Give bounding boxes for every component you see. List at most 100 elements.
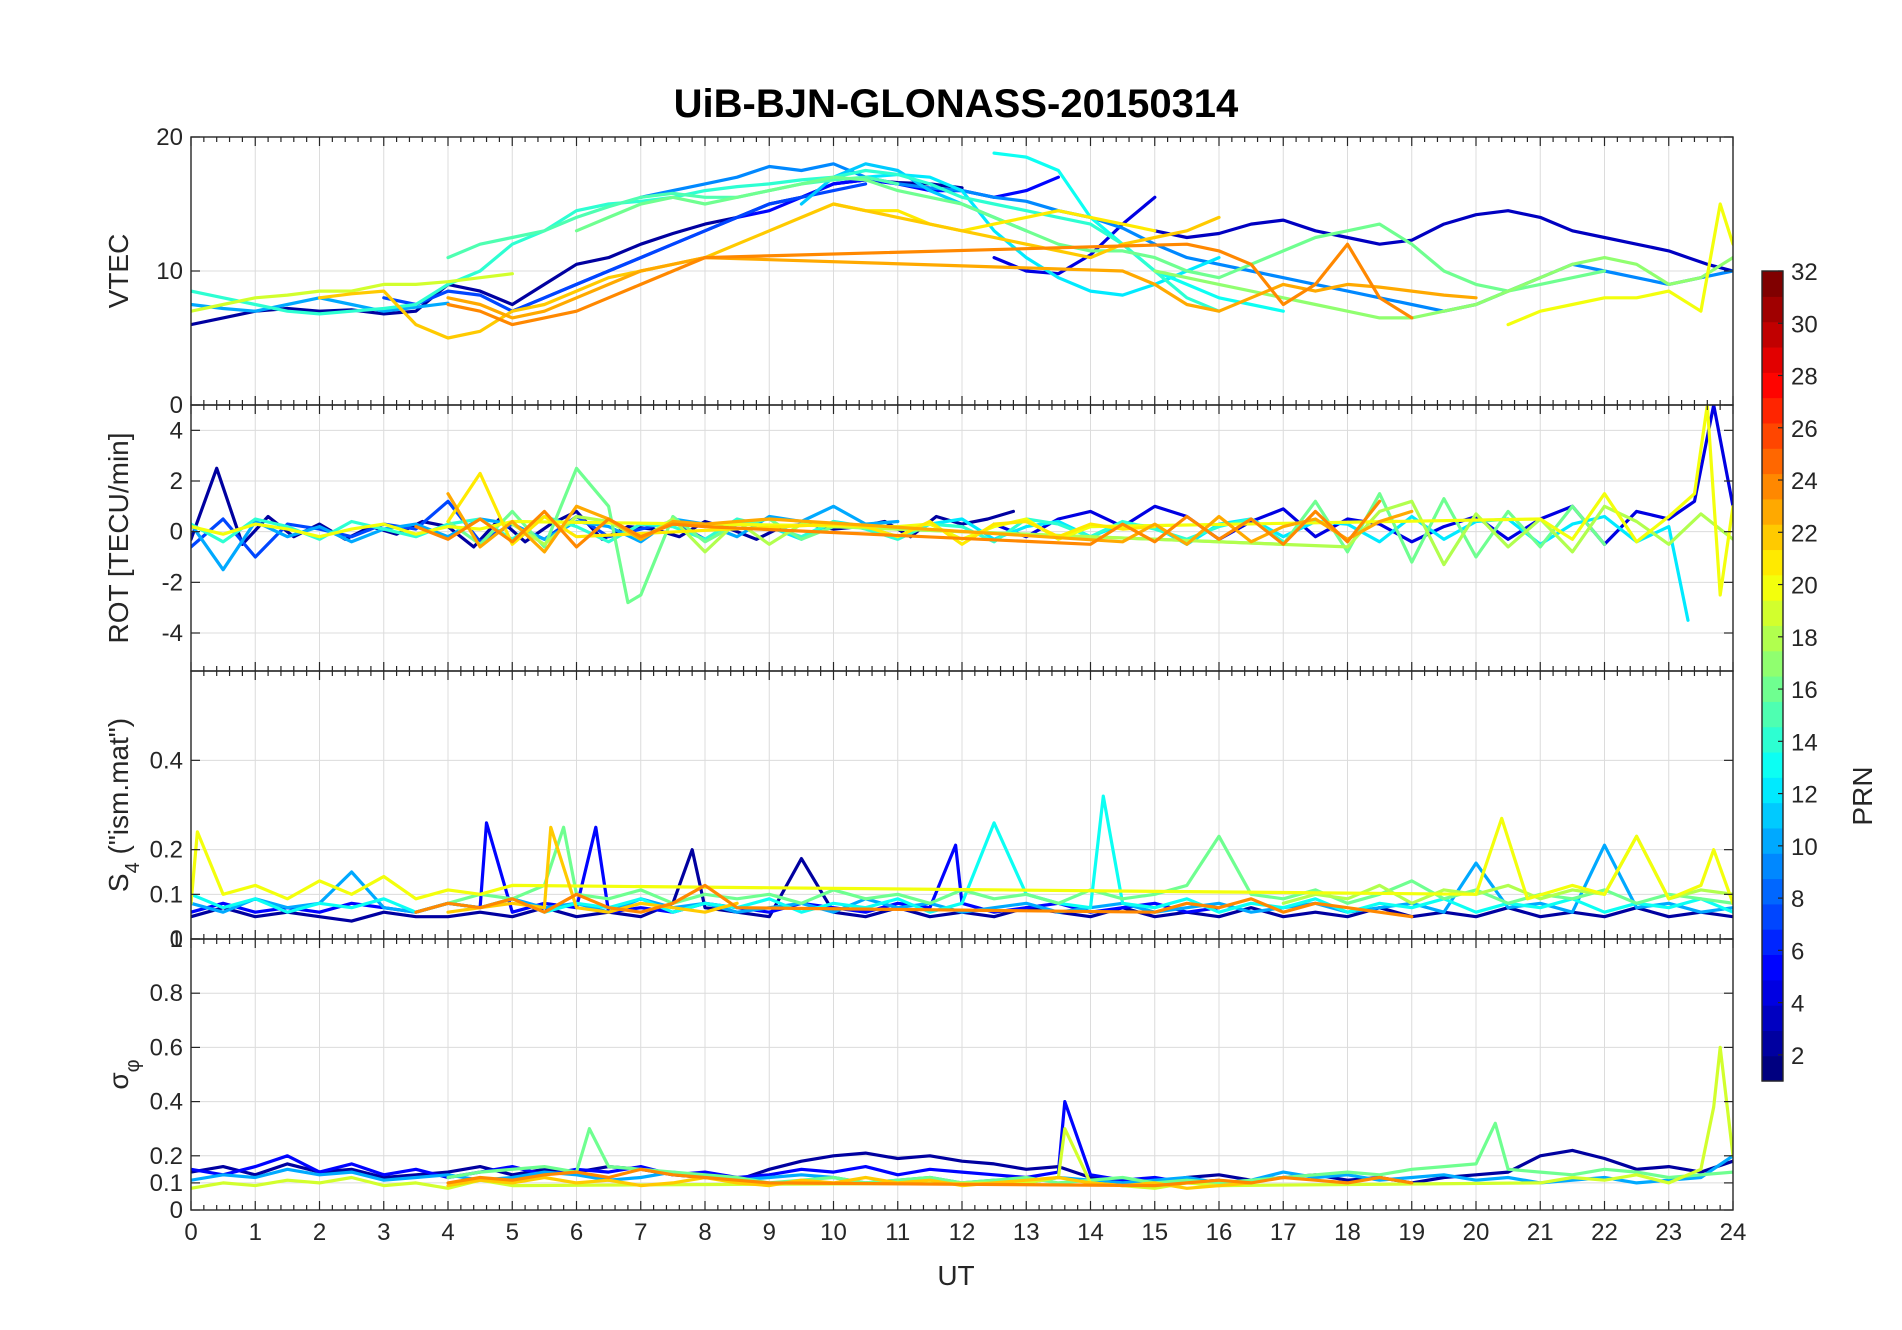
series-vtec-prn-24 [446, 242, 1414, 327]
colorbar-segment [1762, 751, 1783, 778]
xtick-19: 19 [1398, 1219, 1425, 1246]
chart-title: UiB-BJN-GLONASS-20150314 [674, 82, 1239, 126]
y-axis-label-vtec: VTEC [103, 234, 134, 309]
colorbar-frame [1761, 270, 1784, 1082]
colorbar-segment [1762, 296, 1783, 323]
colorbar-segment [1762, 574, 1783, 601]
xtick-1: 1 [249, 1219, 262, 1246]
xtick-15: 15 [1141, 1219, 1168, 1246]
colorbar-segment [1762, 473, 1783, 500]
colorbar-tick-22: 22 [1791, 520, 1818, 547]
ytick-vtec-0: 0 [170, 392, 183, 419]
colorbar-segment [1762, 802, 1783, 829]
ytick-s4-0: 0 [170, 926, 183, 953]
colorbar-tick-6: 6 [1791, 938, 1804, 965]
colorbar-tick-16: 16 [1791, 677, 1818, 704]
xtick-17: 17 [1270, 1219, 1297, 1246]
colorbar-segment [1762, 372, 1783, 399]
ytick-rot--2: -2 [162, 569, 183, 596]
xtick-11: 11 [885, 1219, 910, 1246]
panel-sigma-series [191, 1045, 1733, 1190]
colorbar-tick-8: 8 [1791, 886, 1804, 913]
colorbar-segment [1762, 878, 1783, 905]
series-rot-prn-24 [414, 499, 1382, 549]
ytick-vtec-10: 10 [156, 258, 183, 285]
colorbar-segment [1762, 422, 1783, 449]
ytick-sigma-0.2: 0.2 [150, 1143, 183, 1170]
ytick-sigma-0.1: 0.1 [150, 1170, 183, 1197]
series-s4-prn-24 [414, 883, 1414, 919]
ytick-s4-0.1: 0.1 [150, 881, 183, 908]
ytick-s4-0.2: 0.2 [150, 837, 183, 864]
ytick-sigma-0.6: 0.6 [150, 1034, 183, 1061]
panel-s4: 0 0.1 0.2 0.4S4 ("ism.mat") [103, 670, 1734, 953]
ytick-rot-4: 4 [170, 417, 183, 444]
colorbar-segment [1762, 676, 1783, 702]
xtick-4: 4 [441, 1219, 454, 1246]
ytick-rot--4: -4 [162, 620, 183, 647]
colorbar-tick-10: 10 [1791, 834, 1818, 861]
series-vtec-prn-16 [574, 175, 1607, 293]
series-sigma-prn-24 [446, 1167, 1414, 1188]
panel-vtec-series [191, 151, 1733, 340]
y-axis-label-rot: ROT [TECU/min] [103, 432, 134, 643]
colorbar-tick-20: 20 [1791, 573, 1818, 600]
ytick-rot-0: 0 [170, 519, 183, 546]
colorbar-segment [1762, 903, 1783, 930]
x-axis: 0 1 2 3 4 5 6 7 8 9 10 11 12 13 14 15 16 17 18 19 20 21 22 23 24 [184, 1219, 1746, 1246]
xtick-20: 20 [1463, 1219, 1490, 1246]
ytick-rot-2: 2 [170, 468, 183, 495]
panel-sigma-tick-marks [190, 938, 1734, 1211]
xtick-0: 0 [184, 1219, 197, 1246]
colorbar-segment [1762, 726, 1783, 753]
colorbar-segment [1762, 346, 1783, 373]
xtick-6: 6 [570, 1219, 583, 1246]
y-axis-label-sigma: σφ [103, 1059, 144, 1089]
xtick-23: 23 [1655, 1219, 1682, 1246]
colorbar-tick-12: 12 [1791, 782, 1818, 809]
colorbar-tick-26: 26 [1791, 416, 1818, 443]
series-rot-prn-16 [446, 466, 1607, 605]
colorbar-segment [1762, 853, 1783, 880]
ytick-sigma-0.4: 0.4 [150, 1089, 183, 1116]
xtick-24: 24 [1720, 1219, 1747, 1246]
ytick-sigma-1: 1 [170, 926, 183, 953]
xtick-3: 3 [377, 1219, 390, 1246]
colorbar-tick-18: 18 [1791, 625, 1818, 652]
xtick-10: 10 [820, 1219, 847, 1246]
y-axis-label-s4: S4 ("ism.mat") [103, 718, 144, 892]
series-vtec-prn-14 [191, 168, 1221, 316]
colorbar-segment [1762, 321, 1783, 348]
series-sigma-prn-19 [191, 1045, 1733, 1190]
xtick-21: 21 [1527, 1219, 1554, 1246]
panel-vtec: 0 10 20 VTEC [103, 124, 1734, 419]
xtick-2: 2 [313, 1219, 326, 1246]
panel-s4-series [191, 794, 1733, 923]
x-axis-label: UT [937, 1260, 974, 1291]
colorbar-segment [1762, 549, 1783, 576]
xtick-13: 13 [1013, 1219, 1040, 1246]
colorbar-segment [1762, 1030, 1783, 1057]
xtick-12: 12 [949, 1219, 976, 1246]
colorbar-segment [1762, 929, 1783, 956]
colorbar-tick-32: 32 [1791, 259, 1818, 286]
colorbar-label: PRN [1847, 766, 1878, 825]
colorbar-segment [1762, 1055, 1783, 1082]
colorbar-segment [1762, 397, 1783, 424]
ytick-s4-0.4: 0.4 [150, 747, 183, 774]
colorbar-segment [1762, 827, 1783, 854]
ytick-vtec-20: 20 [156, 124, 183, 151]
series-vtec-prn-7 [382, 182, 868, 313]
ytick-sigma-0: 0 [170, 1197, 183, 1224]
colorbar-tick-4: 4 [1791, 991, 1804, 1018]
series-sigma-prn-2 [191, 1148, 1733, 1185]
series-vtec-prn-17 [1153, 256, 1733, 320]
colorbar-segment [1762, 777, 1783, 804]
xtick-7: 7 [634, 1219, 647, 1246]
colorbar-tick-28: 28 [1791, 364, 1818, 391]
panel-rot: -4 -2 0 2 4 ROT [TECU/min] [103, 404, 1734, 672]
series-s4-prn-2 [191, 848, 1733, 923]
colorbar-segment [1762, 979, 1783, 1006]
